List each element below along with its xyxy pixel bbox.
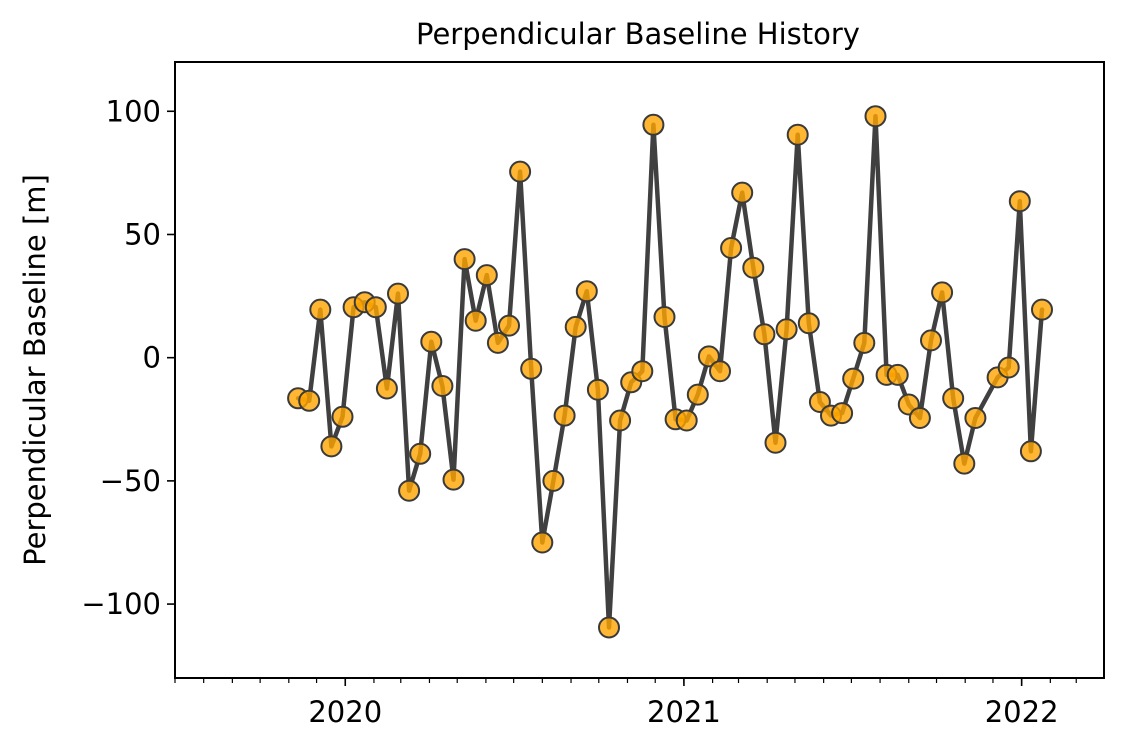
- data-point: [1019, 440, 1042, 463]
- data-point: [642, 113, 665, 136]
- data-point: [742, 256, 765, 279]
- data-point: [797, 312, 820, 335]
- data-point: [509, 160, 532, 183]
- y-tick-label: 100: [106, 94, 161, 128]
- data-point: [442, 468, 465, 491]
- data-point: [431, 375, 454, 397]
- data-point: [675, 409, 698, 432]
- data-point: [564, 315, 587, 338]
- data-point: [709, 360, 731, 383]
- data-point: [775, 318, 798, 341]
- data-point: [398, 479, 421, 502]
- data-point: [498, 314, 520, 337]
- data-point: [1031, 298, 1053, 321]
- data-point: [520, 357, 543, 380]
- data-point: [320, 435, 343, 458]
- data-point: [964, 407, 987, 429]
- data-point: [1008, 190, 1031, 213]
- y-tick-label: −50: [100, 464, 161, 498]
- data-point: [697, 345, 720, 368]
- data-point: [586, 378, 609, 401]
- chart-title: Perpendicular Baseline History: [416, 17, 860, 51]
- data-point: [387, 282, 409, 305]
- data-point: [453, 248, 476, 271]
- data-point: [331, 405, 354, 428]
- data-point: [786, 123, 809, 146]
- data-point: [475, 264, 498, 287]
- data-point: [609, 409, 632, 432]
- data-point: [720, 237, 743, 259]
- data-point: [486, 331, 509, 354]
- data-point: [598, 616, 620, 639]
- data-point: [942, 387, 965, 410]
- data-point: [842, 367, 865, 390]
- data-point: [531, 531, 554, 554]
- data-point: [731, 181, 754, 204]
- data-point: [364, 296, 387, 319]
- data-point: [864, 105, 887, 128]
- data-point: [953, 452, 976, 475]
- x-tick-label: 2020: [308, 695, 382, 729]
- x-tick-label: 2022: [985, 695, 1059, 729]
- x-tick-label: 2021: [647, 695, 721, 729]
- y-tick-label: 50: [124, 217, 161, 251]
- data-point: [553, 404, 576, 427]
- data-point: [464, 309, 487, 332]
- data-point: [375, 377, 398, 400]
- plot-frame: [174, 61, 1105, 679]
- data-point: [575, 280, 598, 303]
- y-tick-label: −100: [81, 587, 161, 621]
- data-point: [764, 431, 787, 454]
- data-point: [853, 331, 876, 354]
- data-point: [997, 356, 1020, 379]
- data-point: [686, 383, 709, 406]
- axes: −100 −50 0 50 100 2020 2021 2022: [81, 94, 1077, 729]
- data-point: [420, 330, 443, 353]
- data-point: [409, 442, 432, 465]
- series-line: [295, 113, 1045, 630]
- y-axis-label: Perpendicular Baseline [m]: [18, 174, 52, 566]
- plot-area: [287, 105, 1053, 639]
- y-tick-label: 0: [143, 341, 161, 375]
- data-point: [542, 469, 565, 492]
- data-point: [753, 323, 776, 346]
- data-point: [298, 389, 321, 412]
- data-point: [309, 298, 332, 321]
- data-point: [653, 306, 676, 328]
- data-point: [908, 407, 931, 429]
- data-point: [920, 329, 942, 352]
- data-point: [886, 363, 909, 386]
- data-point: [931, 281, 954, 304]
- data-point: [831, 402, 854, 425]
- data-point: [631, 360, 654, 383]
